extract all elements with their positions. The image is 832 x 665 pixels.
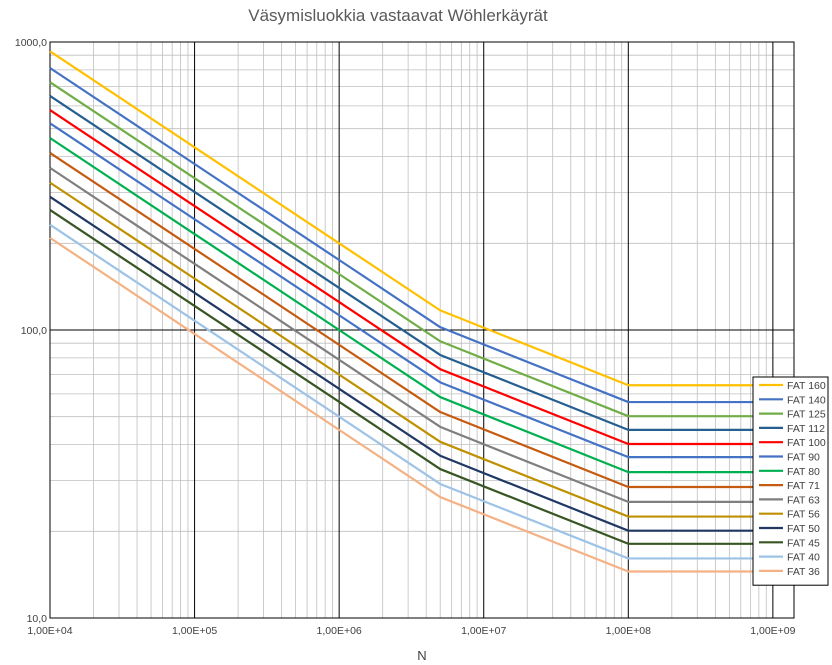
x-tick-label: 1,00E+05	[172, 625, 217, 637]
series-line	[49, 81, 773, 418]
legend-entry: FAT 56	[787, 509, 820, 521]
x-tick-label: 1,00E+04	[27, 625, 72, 637]
x-tick-label: 1,00E+07	[461, 625, 506, 637]
legend-box	[752, 376, 829, 586]
series-fat-56	[49, 181, 773, 518]
legend-entry: FAT 100	[787, 437, 826, 449]
y-tick-label: 10,0	[27, 613, 48, 625]
series-line	[49, 195, 773, 532]
series-line	[49, 223, 773, 560]
series-fat-112	[49, 95, 773, 431]
series-line	[49, 95, 773, 431]
plot-area	[49, 41, 795, 619]
series-fat-40	[49, 223, 773, 560]
legend-entry: FAT 45	[787, 537, 820, 549]
series-line	[49, 181, 773, 518]
y-tick-label: 100,0	[21, 325, 47, 337]
series-line	[49, 209, 773, 545]
series-fat-90	[49, 122, 773, 459]
series-fat-80	[49, 137, 773, 474]
legend-entry: FAT 63	[787, 494, 820, 506]
axis-labels: 10,0 100,0 1000,0 1,00E+04 1,00E+05 1,00E+06 1…	[15, 37, 796, 637]
legend-entry: FAT 160	[787, 380, 826, 392]
legend-entry: FAT 40	[787, 552, 820, 564]
legend-entry: FAT 90	[787, 452, 820, 464]
legend-entry: FAT 71	[787, 480, 820, 492]
legend-entry: FAT 36	[787, 566, 820, 578]
legend-entry: FAT 112	[787, 423, 825, 435]
series-line	[49, 236, 773, 573]
series-fat-125	[49, 81, 773, 418]
x-axis-label: N	[417, 648, 426, 663]
series-layer	[49, 50, 773, 573]
x-tick-label: 1,00E+08	[606, 625, 651, 637]
series-line	[49, 50, 773, 387]
chart-title: Väsymisluokkia vastaavat Wöhlerkäyrät	[248, 6, 548, 25]
x-tick-label: 1,00E+06	[317, 625, 362, 637]
series-line	[49, 166, 773, 503]
legend-entry: FAT 80	[787, 466, 820, 478]
series-line	[49, 152, 773, 489]
series-line	[49, 109, 773, 446]
legend-entry: FAT 125	[787, 409, 826, 421]
series-fat-63	[49, 166, 773, 503]
series-line	[49, 137, 773, 474]
legend-entry: FAT 140	[787, 394, 826, 406]
x-tick-label: 1,00E+09	[750, 625, 795, 637]
legend-entry: FAT 50	[787, 523, 820, 535]
series-fat-140	[49, 67, 773, 404]
series-fat-100	[49, 109, 773, 446]
series-line	[49, 122, 773, 459]
series-line	[49, 67, 773, 404]
y-tick-label: 1000,0	[15, 37, 47, 49]
legend: FAT 160 FAT 140 FAT 125 FAT 112 FAT 100 FAT 9…	[752, 376, 829, 586]
series-fat-160	[49, 50, 773, 387]
series-fat-50	[49, 195, 773, 532]
series-fat-36	[49, 236, 773, 573]
